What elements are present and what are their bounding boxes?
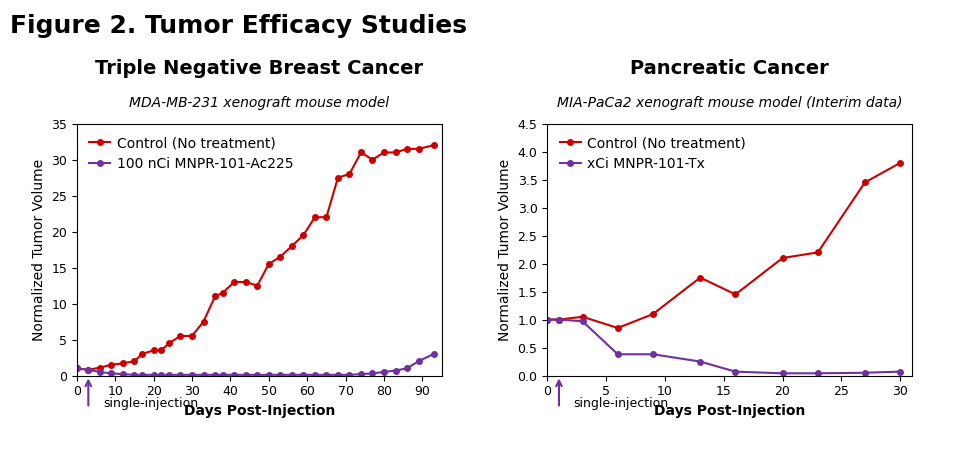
X-axis label: Days Post-Injection: Days Post-Injection [654,404,805,418]
Y-axis label: Normalized Tumor Volume: Normalized Tumor Volume [32,158,46,341]
Y-axis label: Normalized Tumor Volume: Normalized Tumor Volume [498,158,512,341]
Text: single-injection: single-injection [573,397,669,410]
Text: MIA-PaCa2 xenograft mouse model (Interim data): MIA-PaCa2 xenograft mouse model (Interim… [557,96,902,110]
Text: MDA-MB-231 xenograft mouse model: MDA-MB-231 xenograft mouse model [130,96,389,110]
Text: Triple Negative Breast Cancer: Triple Negative Breast Cancer [95,59,423,78]
Text: Figure 2. Tumor Efficacy Studies: Figure 2. Tumor Efficacy Studies [10,14,467,38]
Legend: Control (No treatment), 100 nCi MNPR-101-Ac225: Control (No treatment), 100 nCi MNPR-101… [84,131,300,177]
Text: single-injection: single-injection [103,397,198,410]
Text: Pancreatic Cancer: Pancreatic Cancer [630,59,829,78]
Legend: Control (No treatment), xCi MNPR-101-Tx: Control (No treatment), xCi MNPR-101-Tx [554,131,752,177]
X-axis label: Days Post-Injection: Days Post-Injection [183,404,335,418]
